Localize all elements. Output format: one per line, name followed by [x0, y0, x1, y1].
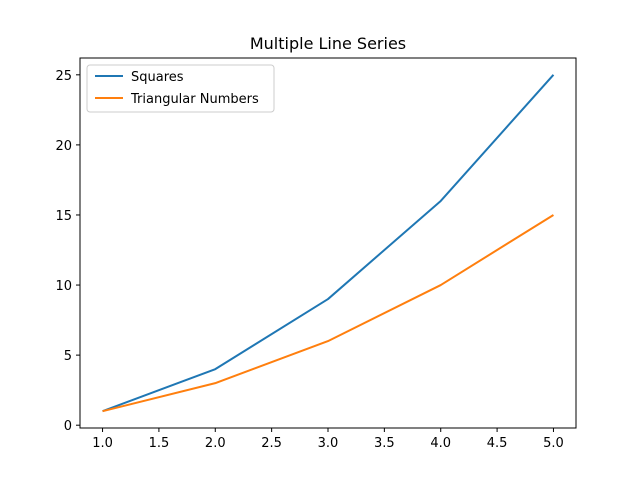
legend: Squares Triangular Numbers [86, 64, 275, 113]
y-tick-label: 25 [55, 69, 72, 84]
x-tick-label: 4.5 [487, 436, 508, 451]
legend-label-squares: Squares [131, 70, 184, 85]
x-tick-label: 1.0 [92, 436, 113, 451]
y-tick-label: 10 [55, 279, 72, 294]
y-tick-label: 5 [64, 349, 72, 364]
legend-label-triangular-numbers: Triangular Numbers [130, 92, 259, 107]
y-tick-label: 20 [55, 139, 72, 154]
y-tick-label: 0 [64, 419, 72, 434]
x-axis: 1.0 1.5 2.0 2.5 3.0 3.5 4.0 4.5 5.0 [92, 428, 564, 451]
chart-title: Multiple Line Series [250, 34, 406, 53]
plot-area: 1.0 1.5 2.0 2.5 3.0 3.5 4.0 4.5 5.0 0 5 10 15 20 25 [55, 57, 577, 451]
legend-frame [86, 64, 275, 113]
x-tick-label: 5.0 [543, 436, 564, 451]
x-tick-label: 1.5 [149, 436, 170, 451]
x-tick-label: 2.5 [261, 436, 282, 451]
x-tick-label: 4.0 [430, 436, 451, 451]
x-tick-label: 3.0 [318, 436, 339, 451]
series-lines [102, 74, 555, 413]
y-tick-label: 15 [55, 209, 72, 224]
x-tick-label: 2.0 [205, 436, 226, 451]
x-tick-label: 3.5 [374, 436, 395, 451]
y-axis: 0 5 10 15 20 25 [55, 69, 80, 434]
